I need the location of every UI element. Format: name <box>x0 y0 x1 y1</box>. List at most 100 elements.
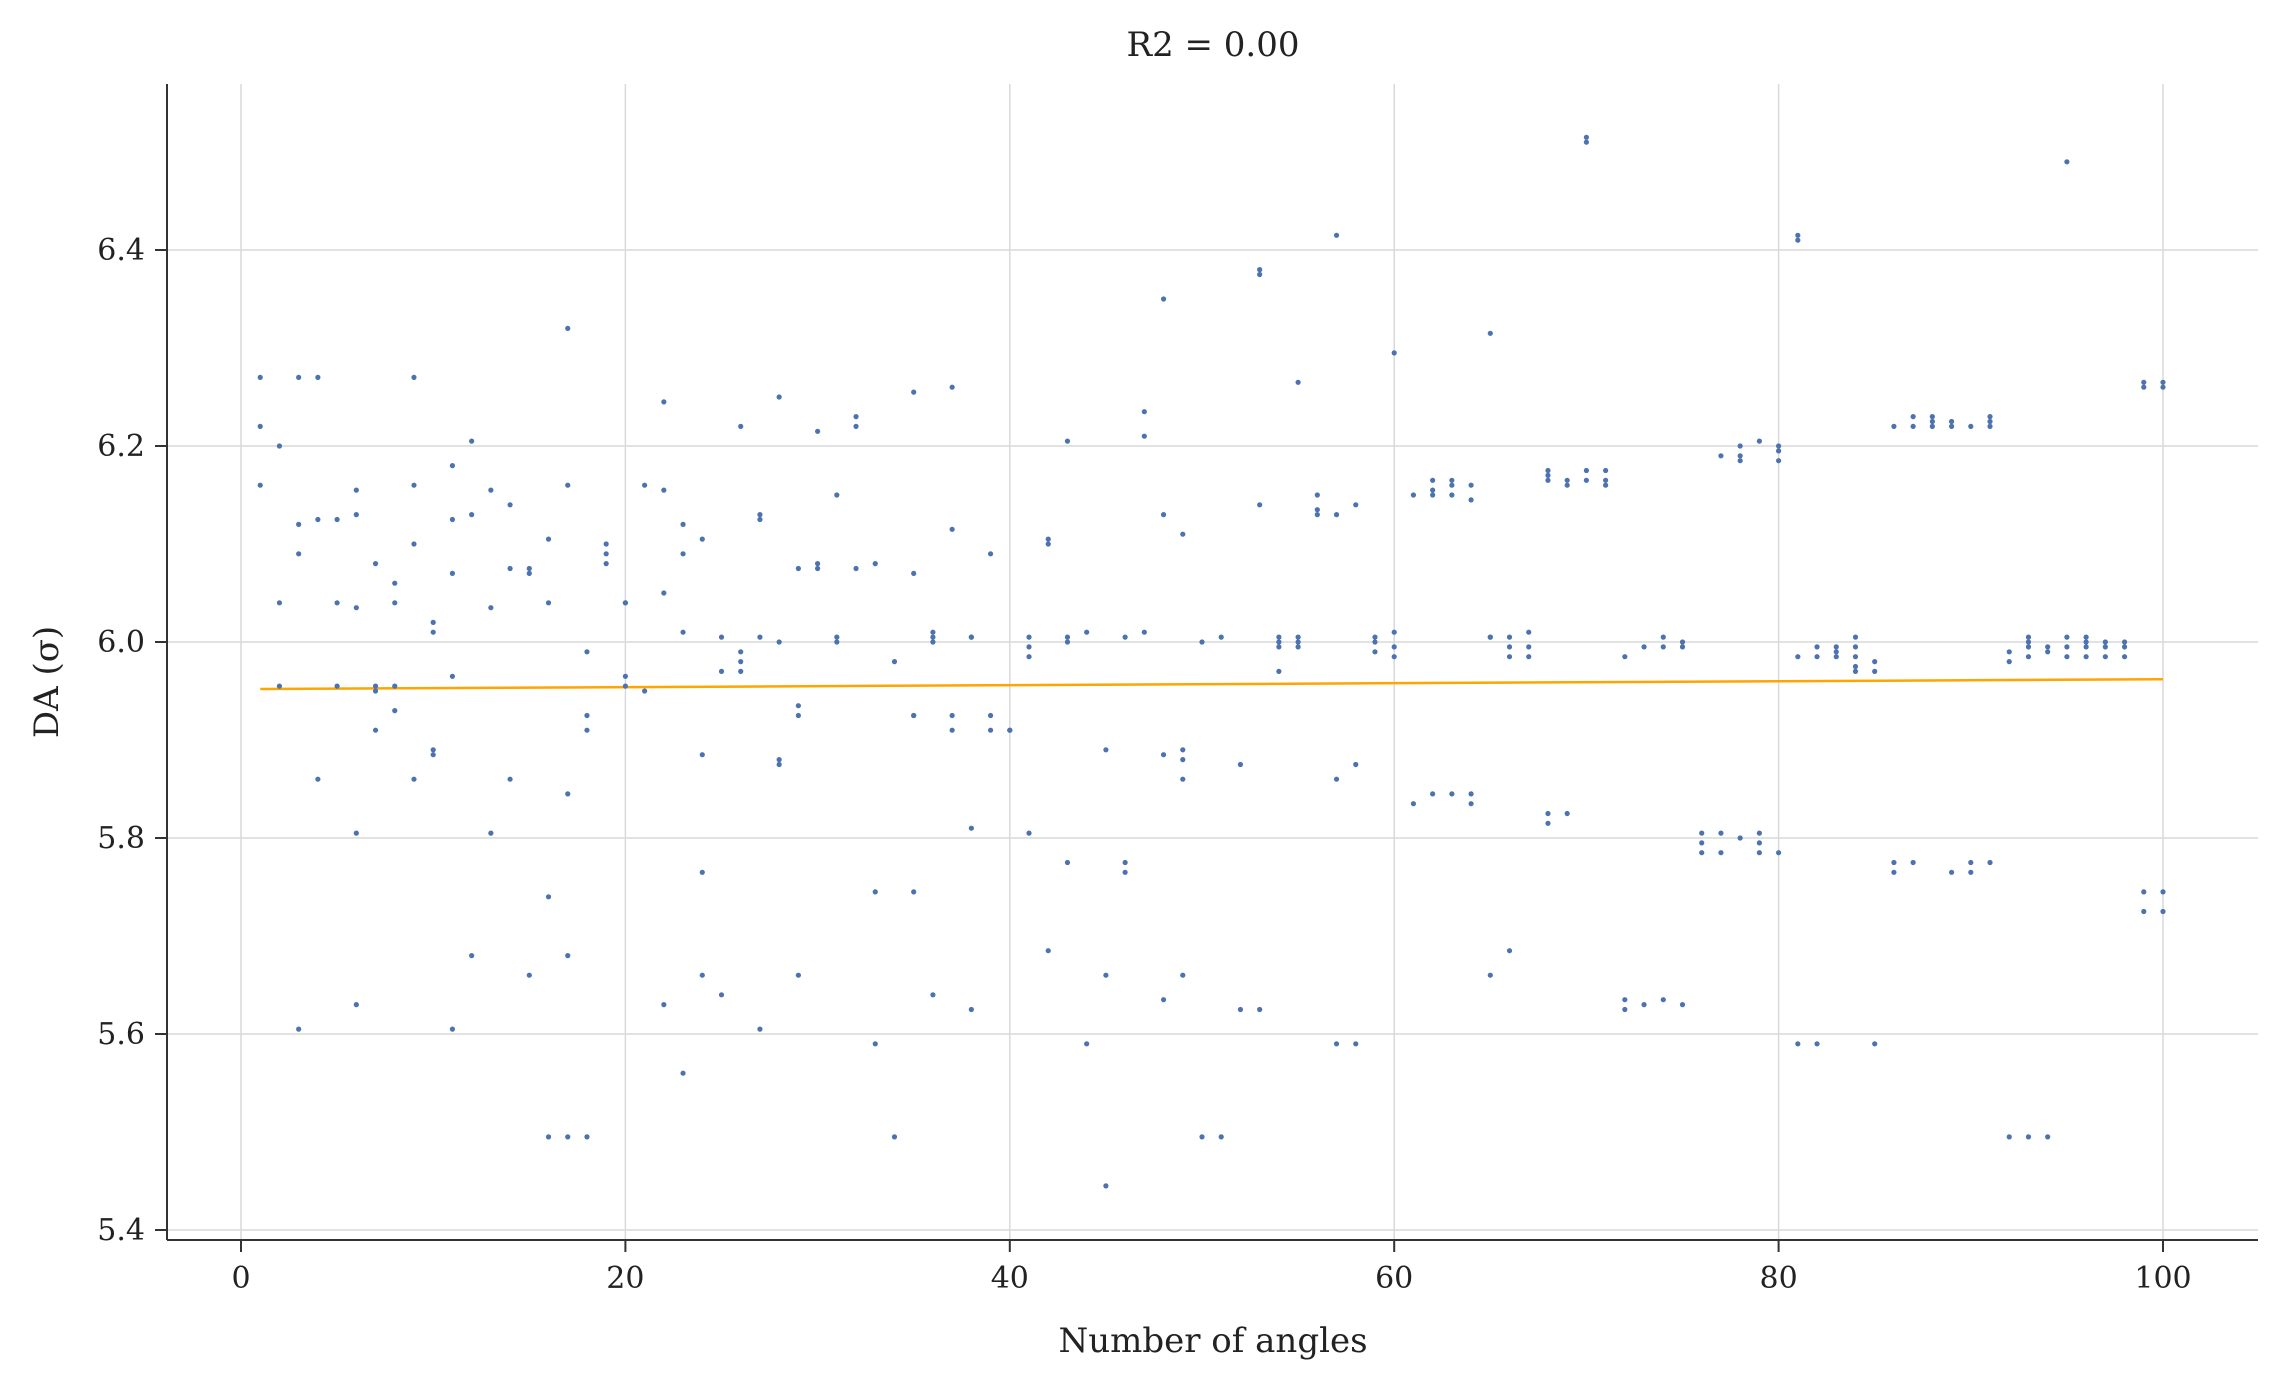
data-point <box>1237 1006 1244 1013</box>
data-point <box>1564 482 1570 488</box>
data-point <box>1852 668 1859 675</box>
data-point <box>1276 639 1282 645</box>
data-point <box>1776 443 1782 449</box>
data-point <box>449 673 456 679</box>
data-point <box>1929 423 1935 429</box>
data-point <box>1468 791 1474 797</box>
data-point <box>1948 418 1955 425</box>
data-point <box>1045 541 1051 547</box>
data-point <box>1064 639 1071 645</box>
data-point <box>1833 644 1839 650</box>
data-point <box>776 761 782 768</box>
data-point <box>1506 948 1513 954</box>
data-point <box>1084 629 1090 635</box>
data-point <box>2160 379 2166 385</box>
data-point <box>1314 492 1320 498</box>
data-point <box>949 712 955 719</box>
data-point <box>257 482 263 488</box>
data-point <box>2141 379 2147 385</box>
data-point <box>1852 634 1859 640</box>
data-point <box>392 580 398 586</box>
data-point <box>1160 752 1167 758</box>
data-point <box>1756 830 1762 836</box>
data-point <box>353 487 359 493</box>
data-point <box>545 536 552 542</box>
data-point <box>2102 644 2108 650</box>
data-point <box>1064 859 1071 866</box>
data-point <box>757 511 763 518</box>
data-point <box>757 1026 763 1032</box>
grid <box>167 84 2258 1240</box>
data-point <box>1487 330 1493 336</box>
data-point <box>1872 1041 1878 1047</box>
data-point <box>1353 761 1359 768</box>
data-point <box>2025 639 2032 645</box>
data-point <box>1295 644 1301 650</box>
data-point <box>1257 1006 1263 1013</box>
data-point <box>296 1026 302 1032</box>
data-point <box>930 634 936 640</box>
data-point <box>795 712 801 719</box>
data-point <box>1891 869 1897 875</box>
data-point <box>2045 644 2051 650</box>
data-point <box>372 683 379 689</box>
data-point <box>1737 443 1743 449</box>
data-point <box>930 629 936 635</box>
data-point <box>1583 477 1589 483</box>
data-point <box>449 463 456 469</box>
data-point <box>949 384 955 390</box>
data-point <box>815 561 821 567</box>
data-point <box>2160 384 2166 390</box>
data-point <box>353 511 359 518</box>
data-point <box>911 389 917 395</box>
data-point <box>1660 997 1666 1003</box>
data-point <box>584 1134 590 1140</box>
axes <box>166 84 2258 1241</box>
y-tick-label: 5.6 <box>97 1017 145 1052</box>
data-point <box>1756 438 1762 444</box>
data-point <box>1199 1134 1205 1140</box>
data-point <box>1987 423 1993 429</box>
data-point <box>469 511 475 518</box>
data-point <box>2121 639 2128 645</box>
data-point <box>1410 492 1417 498</box>
data-point <box>488 830 494 836</box>
data-point <box>872 561 878 567</box>
y-tick-label: 6.0 <box>97 625 145 660</box>
data-point <box>526 570 532 577</box>
data-point <box>968 1006 974 1013</box>
data-point <box>968 634 974 640</box>
data-point <box>392 600 398 606</box>
data-point <box>968 825 974 831</box>
data-point <box>1295 639 1301 645</box>
data-point <box>1833 654 1839 660</box>
data-point <box>1545 467 1551 474</box>
data-point <box>1468 482 1474 488</box>
data-point <box>545 1134 552 1140</box>
data-point <box>1795 232 1801 238</box>
data-point <box>1814 1041 1820 1047</box>
data-point <box>911 712 917 719</box>
data-point <box>2102 654 2108 660</box>
data-point <box>738 423 744 429</box>
data-point <box>1045 948 1051 954</box>
data-point <box>1891 423 1897 429</box>
data-point <box>1064 634 1071 640</box>
data-point <box>987 727 994 733</box>
data-point <box>2045 649 2051 655</box>
data-point <box>1257 502 1263 508</box>
data-point <box>276 443 283 449</box>
y-axis-ticks: 5.4 5.6 5.8 6.0 6.2 6.4 <box>97 233 167 1248</box>
data-point <box>2006 649 2012 655</box>
data-point <box>815 565 821 572</box>
data-point <box>296 551 302 557</box>
data-point <box>1333 1041 1340 1047</box>
data-point <box>795 972 801 978</box>
data-point <box>334 600 340 606</box>
data-point <box>1276 634 1282 640</box>
y-tick-label: 5.8 <box>97 821 145 856</box>
data-point <box>1026 634 1032 640</box>
data-point <box>1103 972 1109 978</box>
data-point <box>1026 830 1032 836</box>
